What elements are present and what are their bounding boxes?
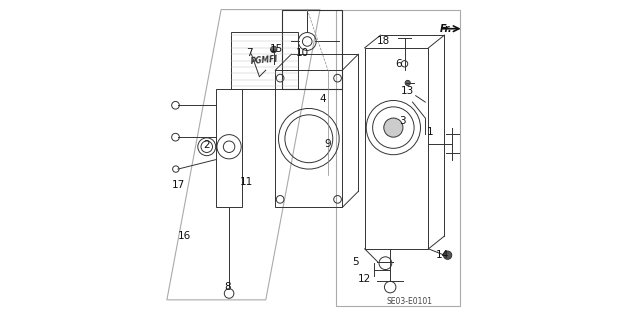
Circle shape (271, 46, 277, 53)
Text: 9: 9 (324, 138, 332, 149)
Text: Fr.: Fr. (440, 24, 452, 34)
Text: 10: 10 (296, 48, 309, 58)
Text: 11: 11 (240, 177, 253, 187)
Text: 14: 14 (436, 250, 449, 260)
Text: 4: 4 (320, 94, 326, 104)
Text: 17: 17 (172, 180, 185, 190)
Text: 12: 12 (358, 274, 371, 284)
Circle shape (384, 118, 403, 137)
Circle shape (405, 80, 410, 85)
Text: PGMFI: PGMFI (250, 55, 278, 66)
Text: 1: 1 (427, 127, 433, 137)
Text: 13: 13 (401, 86, 414, 96)
Circle shape (444, 251, 452, 259)
Text: 16: 16 (178, 231, 191, 241)
Text: 2: 2 (204, 140, 210, 150)
Text: SE03-E0101: SE03-E0101 (387, 297, 433, 306)
Text: 8: 8 (224, 282, 231, 292)
Text: 15: 15 (270, 44, 284, 55)
Text: 7: 7 (246, 48, 253, 58)
Text: 5: 5 (352, 256, 358, 267)
Text: 3: 3 (399, 116, 406, 126)
Text: 6: 6 (395, 59, 401, 69)
Text: 18: 18 (377, 36, 390, 47)
